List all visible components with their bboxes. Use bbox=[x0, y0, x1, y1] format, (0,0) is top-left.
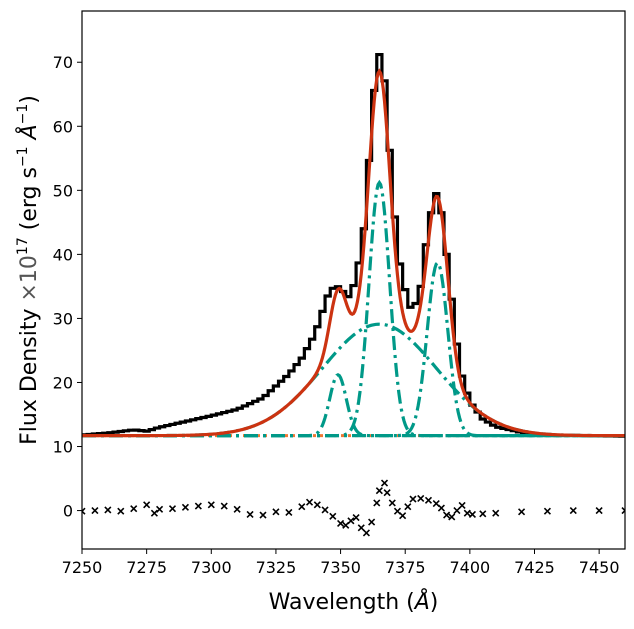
residual-marker bbox=[448, 513, 456, 521]
residual-marker bbox=[458, 501, 466, 510]
residual-marker bbox=[404, 503, 412, 511]
residual-marker bbox=[117, 507, 125, 515]
residual-marker bbox=[595, 507, 603, 515]
component-line-4 bbox=[82, 322, 625, 438]
residual-marker bbox=[352, 514, 360, 522]
residual-marker bbox=[424, 496, 433, 504]
observed-spectrum-line bbox=[82, 52, 625, 438]
component-line-2 bbox=[82, 179, 625, 438]
x-tick-label: 7300 bbox=[191, 558, 232, 577]
x-tick-label: 7250 bbox=[62, 558, 103, 577]
y-tick-label: 20 bbox=[53, 373, 73, 392]
residual-marker bbox=[104, 506, 112, 514]
residual-marker bbox=[468, 510, 477, 518]
residual-marker bbox=[399, 512, 407, 520]
residual-marker bbox=[313, 501, 321, 509]
x-tick-label: 7450 bbox=[579, 558, 620, 577]
residual-marker bbox=[156, 505, 164, 513]
residual-marker bbox=[246, 510, 254, 518]
y-tick-label: 50 bbox=[53, 181, 73, 200]
residual-marker bbox=[443, 511, 451, 519]
residual-marker bbox=[181, 503, 189, 511]
residual-marker bbox=[492, 509, 500, 517]
y-tick-label: 0 bbox=[63, 502, 73, 521]
residual-marker bbox=[143, 501, 151, 509]
residual-marker bbox=[380, 479, 389, 487]
residual-marker bbox=[272, 508, 280, 516]
x-tick-label: 7375 bbox=[385, 558, 426, 577]
residual-marker bbox=[569, 507, 577, 515]
residual-marker bbox=[150, 509, 158, 517]
residual-marker bbox=[437, 504, 445, 512]
plot-frame bbox=[81, 10, 626, 550]
y-tick-label: 40 bbox=[53, 245, 73, 264]
residual-marker bbox=[357, 524, 365, 532]
y-axis-label: Flux Density ×1017 (erg s−1 Å−1) bbox=[15, 95, 42, 445]
residual-marker bbox=[298, 503, 306, 511]
plot-area bbox=[82, 52, 625, 537]
residual-marker bbox=[518, 508, 526, 516]
residual-marker bbox=[207, 501, 215, 509]
residual-marker bbox=[362, 529, 370, 537]
residual-marker bbox=[259, 511, 267, 519]
residual-marker bbox=[168, 505, 177, 513]
residual-marker bbox=[453, 507, 461, 515]
component-line-3 bbox=[82, 260, 625, 438]
y-tick-label: 30 bbox=[53, 309, 73, 328]
y-tick-label: 60 bbox=[53, 117, 73, 136]
residual-marker bbox=[368, 518, 376, 526]
residual-marker bbox=[220, 502, 228, 510]
x-tick-label: 7275 bbox=[126, 558, 167, 577]
residual-marker bbox=[621, 507, 625, 515]
residual-marker bbox=[417, 494, 425, 502]
residual-marker bbox=[285, 508, 293, 517]
residual-marker bbox=[543, 507, 551, 515]
residual-marker bbox=[91, 507, 99, 515]
residual-marker bbox=[130, 505, 138, 513]
residual-marker bbox=[329, 512, 337, 520]
residual-marker bbox=[233, 505, 241, 513]
axes: 7250 7275 7300 7325 7350 7375 7400 7425 7450 0 10 2… bbox=[53, 53, 620, 577]
residual-marker bbox=[337, 519, 345, 527]
residual-marker bbox=[388, 499, 396, 507]
x-tick-label: 7350 bbox=[320, 558, 361, 577]
x-axis-label: Wavelength (Å) bbox=[269, 588, 439, 615]
residual-marker bbox=[194, 502, 202, 510]
x-tick-label: 7425 bbox=[514, 558, 555, 577]
residual-marker bbox=[479, 510, 487, 518]
residual-marker bbox=[373, 499, 381, 507]
residual-marker bbox=[321, 506, 329, 514]
x-tick-label: 7400 bbox=[449, 558, 490, 577]
residual-marker bbox=[383, 489, 391, 497]
residual-marker bbox=[463, 509, 471, 517]
residual-marker bbox=[305, 498, 314, 506]
y-tick-label: 70 bbox=[53, 53, 73, 72]
residual-marker bbox=[409, 495, 417, 503]
residual-marker bbox=[347, 517, 355, 525]
x-tick-label: 7325 bbox=[256, 558, 297, 577]
residual-marker bbox=[375, 487, 383, 495]
y-tick-label: 10 bbox=[53, 438, 73, 457]
residual-marker bbox=[82, 507, 86, 515]
total-model-line bbox=[82, 68, 625, 438]
